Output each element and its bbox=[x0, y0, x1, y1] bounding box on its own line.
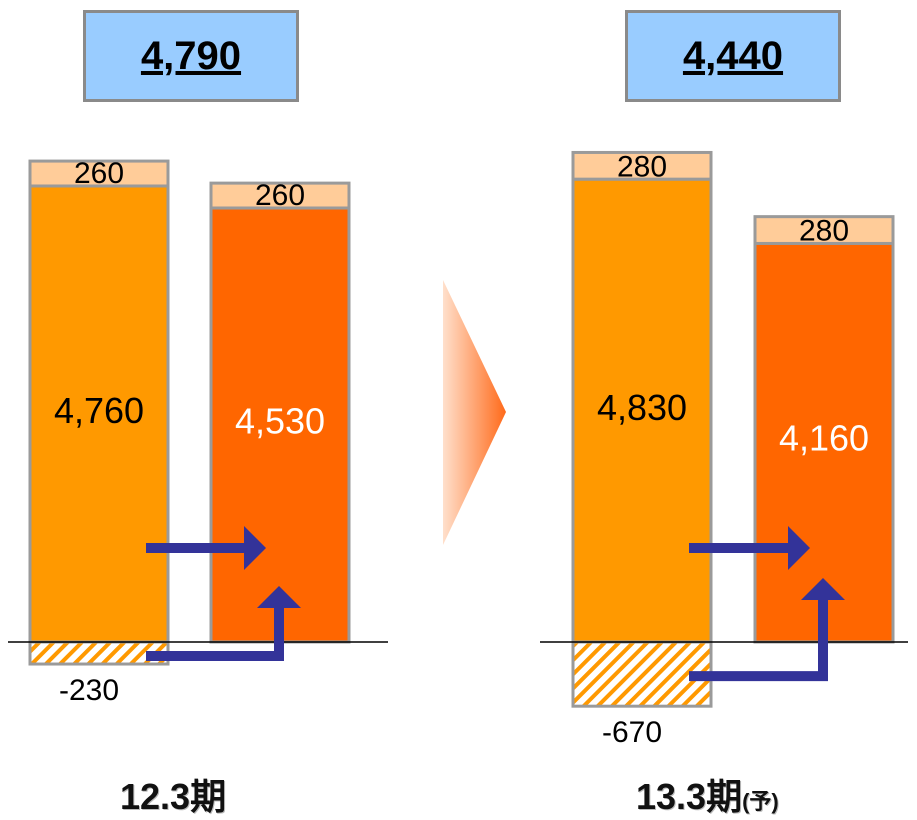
flow-arrow-icon bbox=[146, 526, 266, 570]
bar-main-segment bbox=[753, 241, 895, 644]
total-box-2: 4,440 bbox=[625, 10, 841, 102]
bar-top-label: 260 bbox=[74, 157, 124, 190]
bar-main-label: 4,830 bbox=[597, 387, 687, 428]
period-text-1: 12.3期 bbox=[120, 776, 227, 817]
period-label-2: 13.3期(予) bbox=[636, 768, 779, 820]
flow-arrow-icon bbox=[689, 526, 810, 570]
total-box-1: 4,790 bbox=[83, 10, 299, 102]
bar-top-label: 280 bbox=[799, 214, 849, 247]
transition-arrow-icon bbox=[443, 280, 506, 545]
bar-main-label: 4,760 bbox=[54, 390, 144, 431]
bar-negative-segment bbox=[571, 640, 713, 708]
bar-top-label: 280 bbox=[617, 150, 667, 183]
bar-top-segment bbox=[28, 159, 170, 188]
bar-negative-label: -230 bbox=[59, 674, 119, 707]
period-label-1: 12.3期 bbox=[120, 768, 226, 820]
bar-main-label: 4,160 bbox=[779, 418, 869, 459]
bar-top-label: 260 bbox=[255, 179, 305, 212]
period-suffix-2: (予) bbox=[742, 789, 779, 814]
bar-main-segment bbox=[571, 177, 713, 644]
bar-main-segment bbox=[209, 206, 351, 644]
flow-arrow-icon bbox=[689, 578, 845, 682]
bar-negative-label: -670 bbox=[602, 716, 662, 749]
bar-main-segment bbox=[28, 184, 170, 644]
bar-main-label: 4,530 bbox=[235, 401, 325, 442]
period-text-2: 13.3期 bbox=[636, 776, 743, 817]
total-value-1: 4,790 bbox=[140, 33, 242, 78]
flow-arrow-icon bbox=[146, 586, 301, 661]
total-value-2: 4,440 bbox=[682, 33, 784, 78]
